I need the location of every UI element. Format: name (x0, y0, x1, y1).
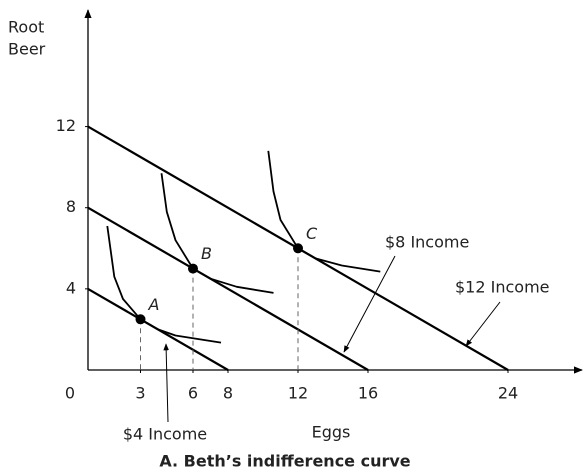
annotation-arrow (163, 343, 169, 423)
tangency-point (188, 263, 198, 274)
y-tick-label: 4 (66, 278, 76, 297)
x-tick-label: 3 (135, 384, 145, 403)
point-label: B (201, 244, 212, 263)
income-label: $4 Income (123, 425, 207, 444)
indifference-curve (106, 225, 222, 344)
y-tick-label: 8 (66, 197, 76, 216)
indifference-curve (160, 173, 274, 294)
y-tick-label: 12 (56, 116, 76, 135)
x-tick-label: 12 (288, 384, 308, 403)
chart-title: A. Beth’s indifference curve (159, 452, 410, 471)
x-tick-label: 0 (65, 384, 75, 403)
point-label: A (148, 295, 160, 314)
tangency-point (135, 314, 146, 325)
x-axis-label: Eggs (312, 423, 351, 442)
y-axis-label: Root (8, 18, 44, 37)
x-tick-label: 16 (358, 384, 378, 403)
x-tick-label: 6 (188, 384, 198, 403)
point-label: C (306, 224, 318, 243)
x-tick-label: 8 (223, 384, 233, 403)
tangency-point (293, 243, 303, 254)
x-tick-label: 24 (498, 384, 518, 403)
income-label: $8 Income (385, 233, 469, 252)
annotation-arrow (343, 255, 396, 353)
income-label: $12 Income (455, 278, 550, 297)
y-axis-label: Beer (8, 40, 46, 59)
annotation-arrow (465, 301, 501, 347)
budget-line (87, 206, 369, 371)
indifference-curve (267, 150, 381, 273)
